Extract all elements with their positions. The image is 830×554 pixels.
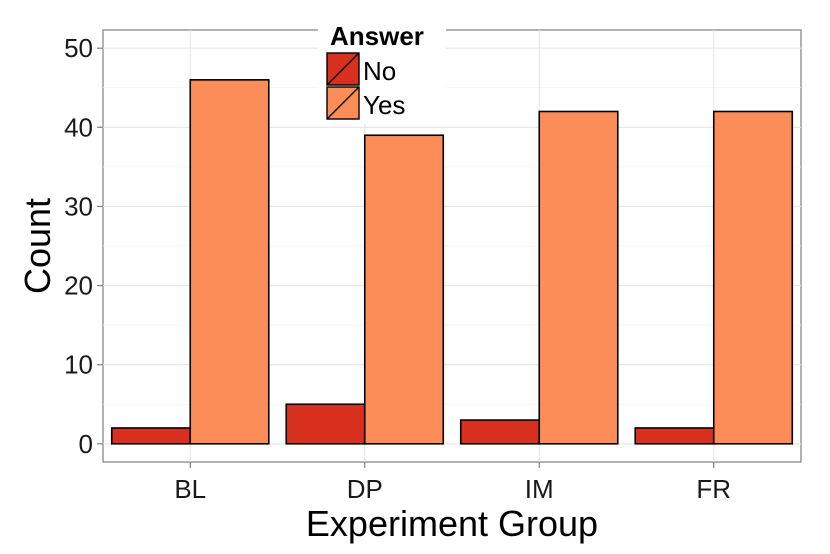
legend-title: Answer <box>330 21 424 51</box>
y-tick-label: 20 <box>64 271 93 301</box>
y-tick-label: 10 <box>64 350 93 380</box>
legend-key-slash <box>326 86 360 120</box>
bar-yes-dp <box>363 134 445 445</box>
y-tick-label: 30 <box>64 191 93 221</box>
x-tick-label: FR <box>696 474 731 504</box>
x-tick-label: BL <box>174 474 206 504</box>
legend-items: No Yes <box>326 52 405 120</box>
y-tick-label: 50 <box>64 33 93 63</box>
bar-yes-bl <box>189 79 270 445</box>
bar-yes-im <box>538 110 619 445</box>
y-tick-label: 40 <box>64 112 93 142</box>
bar-no-im <box>459 419 541 445</box>
legend-label-yes: Yes <box>363 90 405 120</box>
x-tick-label: DP <box>347 474 383 504</box>
x-axis-title: Experiment Group <box>306 503 598 544</box>
legend: Answer No Yes <box>318 20 446 124</box>
bar-yes-fr <box>712 110 794 445</box>
bar-no-fr <box>634 427 715 445</box>
legend-key-slash <box>326 52 360 86</box>
x-tick-label: IM <box>525 474 554 504</box>
legend-label-no: No <box>363 56 396 86</box>
bar-no-bl <box>110 427 192 445</box>
bar-no-dp <box>285 403 366 445</box>
bars <box>110 79 794 445</box>
y-axis-title: Count <box>17 198 58 294</box>
x-axis-ticks: BL DP IM FR <box>174 462 731 504</box>
y-tick-label: 0 <box>79 429 93 459</box>
y-axis-ticks: 0 10 20 30 40 50 <box>64 33 103 459</box>
